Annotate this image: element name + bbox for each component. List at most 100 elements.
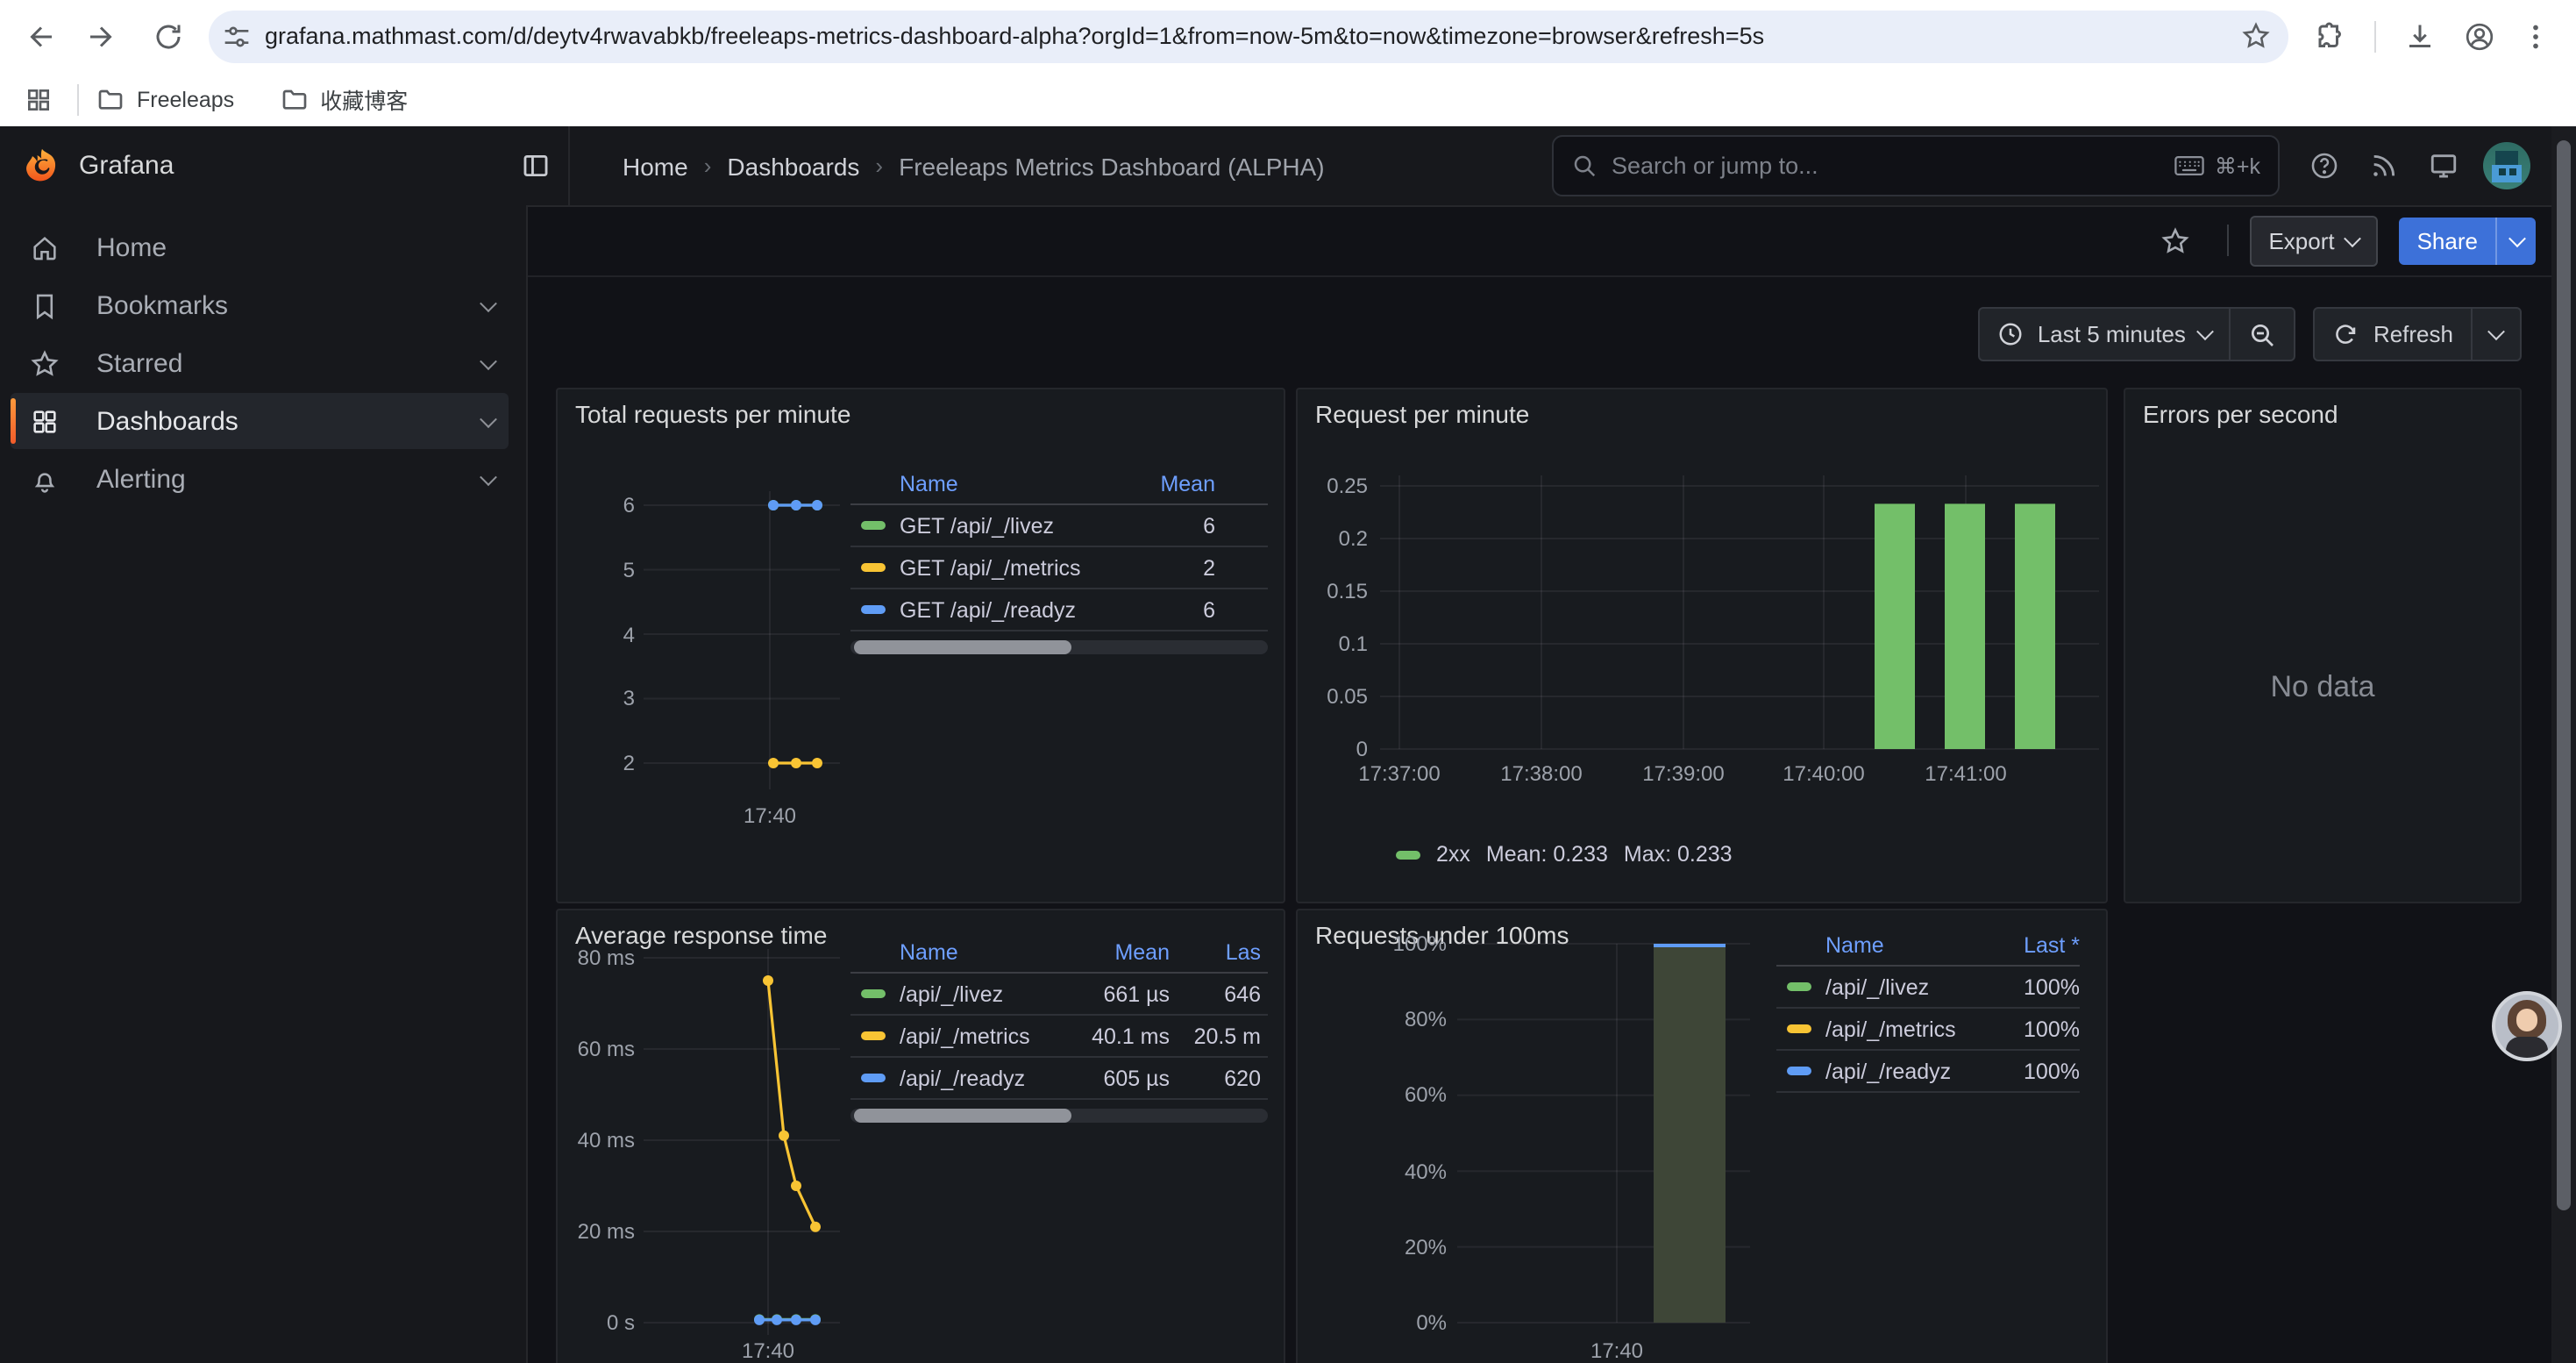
legend-pill bbox=[1787, 1067, 1811, 1075]
sidebar-item-bookmarks[interactable]: Bookmarks bbox=[11, 277, 509, 333]
browser-menu-button[interactable] bbox=[2509, 10, 2562, 62]
forward-arrow-icon bbox=[88, 20, 119, 52]
legend-row[interactable]: /api/_/readyz100% bbox=[1776, 1051, 2080, 1093]
refresh-interval-button[interactable] bbox=[2473, 307, 2522, 361]
legend-row[interactable]: /api/_/readyz605 µs620 bbox=[850, 1058, 1268, 1100]
back-arrow-icon bbox=[23, 20, 54, 52]
bookmark-folder-freeleaps[interactable]: Freeleaps bbox=[96, 85, 234, 113]
panel-total-requests[interactable]: Total requests per minute 6543217:40Name… bbox=[556, 388, 1285, 903]
panel-requests-under-100ms[interactable]: Requests under 100ms 100%80%60%40%20%0%1… bbox=[1296, 909, 2108, 1363]
legend-scrollbar[interactable] bbox=[850, 640, 1268, 654]
chevron-down-icon bbox=[2197, 323, 2215, 340]
apps-grid-icon bbox=[25, 85, 53, 113]
window-scrollbar[interactable] bbox=[2551, 126, 2576, 1363]
chevron-down-icon[interactable] bbox=[480, 352, 497, 369]
sidebar-item-home[interactable]: Home bbox=[11, 219, 509, 275]
avatar-pixel bbox=[2499, 168, 2506, 175]
grafana-app: Grafana Home › Dashboards › Freeleaps Me… bbox=[0, 126, 2576, 1363]
sidebar-item-alerting[interactable]: Alerting bbox=[11, 451, 509, 507]
refresh-button[interactable]: Refresh bbox=[2314, 307, 2473, 361]
axis-tick-label: 80 ms bbox=[558, 946, 635, 970]
legend-row[interactable]: /api/_/livez100% bbox=[1776, 967, 2080, 1009]
average-response-time-chart[interactable]: 80 ms60 ms40 ms20 ms0 s17:40NameMeanLas/… bbox=[558, 910, 1284, 1363]
data-point bbox=[791, 758, 801, 768]
chevron-down-icon[interactable] bbox=[480, 294, 497, 311]
legend-value: 40.1 ms bbox=[1061, 1024, 1170, 1048]
request-per-minute-chart[interactable]: 0.250.20.150.10.05017:37:0017:38:0017:39… bbox=[1298, 389, 2106, 902]
scrollbar-thumb[interactable] bbox=[2557, 140, 2571, 1210]
header-right: Home › Dashboards › Freeleaps Metrics Da… bbox=[570, 126, 2551, 205]
sidebar-item-dashboards[interactable]: Dashboards bbox=[11, 393, 509, 449]
legend-table: NameMeanGET /api/_/livez6GET /api/_/metr… bbox=[850, 463, 1268, 654]
kiosk-mode-button[interactable] bbox=[2413, 136, 2473, 196]
chart-canvas bbox=[1298, 389, 2110, 905]
time-range-picker[interactable]: Last 5 minutes bbox=[1978, 307, 2231, 361]
downloads-button[interactable] bbox=[2394, 10, 2446, 62]
extensions-button[interactable] bbox=[2304, 10, 2357, 62]
legend-value: 6 bbox=[1124, 513, 1215, 538]
legend-scrollbar[interactable] bbox=[850, 1109, 1268, 1123]
legend-value: 20.5 m bbox=[1170, 1024, 1261, 1048]
sidebar-toggle-icon[interactable] bbox=[521, 151, 551, 181]
chevron-down-icon bbox=[2345, 229, 2362, 246]
legend-row[interactable]: /api/_/metrics40.1 ms20.5 m bbox=[850, 1016, 1268, 1058]
legend-scrollbar-thumb[interactable] bbox=[854, 640, 1071, 654]
legend-series-name: /api/_/readyz bbox=[900, 1066, 1061, 1090]
legend-row[interactable]: /api/_/livez661 µs646 bbox=[850, 974, 1268, 1016]
address-bar[interactable]: grafana.mathmast.com/d/deytv4rwavabkb/fr… bbox=[209, 10, 2288, 62]
avatar-body bbox=[2506, 1037, 2548, 1061]
search-shortcut: ⌘+k bbox=[2174, 153, 2260, 179]
axis-tick-label: 60 ms bbox=[558, 1037, 635, 1061]
clock-icon bbox=[1997, 321, 2024, 347]
news-button[interactable] bbox=[2353, 136, 2413, 196]
extensions-puzzle-icon bbox=[2315, 20, 2346, 52]
axis-tick-label: 0% bbox=[1298, 1310, 1447, 1335]
apps-button[interactable] bbox=[18, 73, 60, 125]
zoom-out-time-button[interactable] bbox=[2231, 307, 2296, 361]
grafana-logo[interactable] bbox=[23, 146, 61, 185]
legend-mean: Mean: 0.233 bbox=[1486, 842, 1608, 867]
dashboard-content: Last 5 minutes Refresh Total requests pe… bbox=[530, 275, 2551, 1363]
sidebar-item-starred[interactable]: Starred bbox=[11, 335, 509, 391]
reload-icon bbox=[153, 20, 184, 52]
panel-title[interactable]: Errors per second bbox=[2143, 400, 2338, 428]
legend-series-name: GET /api/_/readyz bbox=[900, 597, 1124, 622]
legend-value: 100% bbox=[1992, 1017, 2080, 1041]
back-button[interactable] bbox=[12, 10, 65, 62]
panel-request-per-minute[interactable]: Request per minute 0.250.20.150.10.05017… bbox=[1296, 388, 2108, 903]
star-dashboard-button[interactable] bbox=[2145, 211, 2205, 270]
chevron-down-icon[interactable] bbox=[480, 410, 497, 427]
total-requests-chart[interactable]: 6543217:40NameMeanGET /api/_/livez6GET /… bbox=[558, 389, 1284, 902]
bookmark-star-icon[interactable] bbox=[2241, 21, 2271, 51]
breadcrumb-home[interactable]: Home bbox=[623, 152, 688, 180]
brand-name: Grafana bbox=[79, 151, 521, 181]
bookmark-folder-blogs[interactable]: 收藏博客 bbox=[280, 82, 408, 116]
share-button[interactable]: Share bbox=[2400, 217, 2495, 264]
panel-errors-per-second[interactable]: Errors per second No data bbox=[2124, 388, 2522, 903]
legend-row[interactable]: GET /api/_/livez6 bbox=[850, 505, 1268, 547]
folder-icon bbox=[280, 85, 308, 113]
screen: grafana.mathmast.com/d/deytv4rwavabkb/fr… bbox=[0, 0, 2576, 1363]
export-button[interactable]: Export bbox=[2249, 215, 2378, 266]
breadcrumb-dashboards[interactable]: Dashboards bbox=[727, 152, 859, 180]
legend-row-2xx[interactable]: 2xx Mean: 0.233 Max: 0.233 bbox=[1396, 842, 1733, 867]
toolbar-divider bbox=[2374, 20, 2376, 52]
floating-assistant-avatar[interactable] bbox=[2492, 991, 2562, 1061]
legend-row[interactable]: GET /api/_/readyz6 bbox=[850, 589, 1268, 632]
requests-under-100ms-chart[interactable]: 100%80%60%40%20%0%17:40NameLast */api/_/… bbox=[1298, 910, 2106, 1363]
data-point bbox=[763, 975, 773, 986]
share-menu-button[interactable] bbox=[2495, 217, 2536, 264]
legend-row[interactable]: /api/_/metrics100% bbox=[1776, 1009, 2080, 1051]
legend-row[interactable]: GET /api/_/metrics2 bbox=[850, 547, 1268, 589]
search-input[interactable]: Search or jump to... ⌘+k bbox=[1552, 135, 2280, 196]
site-settings-icon[interactable] bbox=[223, 22, 251, 50]
data-point bbox=[812, 500, 822, 510]
panel-average-response-time[interactable]: Average response time 80 ms60 ms40 ms20 … bbox=[556, 909, 1285, 1363]
help-button[interactable] bbox=[2294, 136, 2353, 196]
forward-button[interactable] bbox=[77, 10, 130, 62]
chevron-down-icon[interactable] bbox=[480, 467, 497, 485]
reload-button[interactable] bbox=[142, 10, 195, 62]
legend-scrollbar-thumb[interactable] bbox=[854, 1109, 1071, 1123]
profile-button[interactable] bbox=[2453, 10, 2506, 62]
user-avatar[interactable] bbox=[2483, 142, 2530, 189]
